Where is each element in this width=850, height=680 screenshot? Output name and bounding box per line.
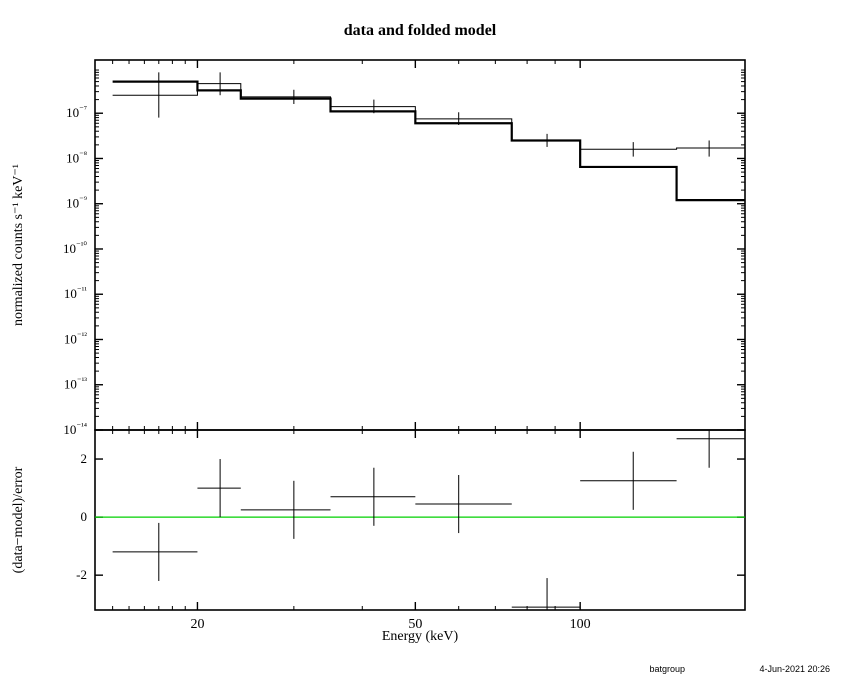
svg-text:10⁻¹¹: 10⁻¹¹: [64, 285, 87, 301]
svg-text:10⁻⁹: 10⁻⁹: [66, 195, 87, 211]
svg-text:10⁻⁷: 10⁻⁷: [66, 104, 87, 120]
svg-text:data and folded model: data and folded model: [344, 22, 497, 39]
svg-text:(data−model)/error: (data−model)/error: [11, 466, 26, 573]
footer-left: batgroup: [649, 664, 685, 674]
svg-text:10⁻¹⁰: 10⁻¹⁰: [63, 240, 87, 256]
plot-svg: data and folded model2050100Energy (keV)…: [0, 0, 850, 680]
svg-text:10⁻¹⁴: 10⁻¹⁴: [63, 421, 87, 437]
svg-text:10⁻¹³: 10⁻¹³: [64, 376, 87, 392]
svg-text:10⁻⁸: 10⁻⁸: [66, 149, 87, 165]
footer-right: 4-Jun-2021 20:26: [759, 664, 830, 674]
svg-text:20: 20: [190, 617, 204, 632]
svg-text:normalized counts s⁻¹ keV⁻¹: normalized counts s⁻¹ keV⁻¹: [11, 164, 26, 326]
svg-text:Energy (keV): Energy (keV): [382, 629, 459, 644]
svg-text:0: 0: [81, 509, 88, 524]
svg-text:100: 100: [570, 617, 591, 632]
svg-text:10⁻¹²: 10⁻¹²: [64, 330, 87, 346]
chart-container: data and folded model2050100Energy (keV)…: [0, 0, 850, 680]
svg-text:-2: -2: [76, 567, 87, 582]
svg-text:2: 2: [81, 451, 88, 466]
